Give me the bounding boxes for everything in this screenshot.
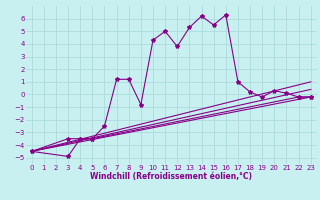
X-axis label: Windchill (Refroidissement éolien,°C): Windchill (Refroidissement éolien,°C) [90,172,252,181]
